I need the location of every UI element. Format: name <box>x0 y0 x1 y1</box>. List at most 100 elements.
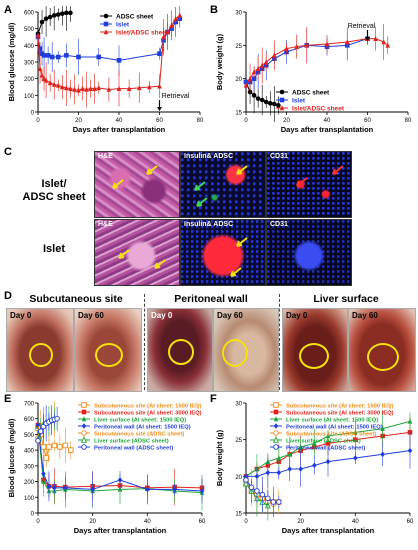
x-tick-label: 60 <box>407 519 414 525</box>
y-tick-label: 0 <box>31 111 35 117</box>
data-point <box>276 455 282 461</box>
data-point <box>380 425 385 431</box>
legend-marker <box>273 423 279 429</box>
divider <box>279 294 280 390</box>
data-point <box>344 39 350 45</box>
stain-label-insulin-adsc: Insulin& ADSC <box>184 153 234 160</box>
x-tick-label: 20 <box>283 118 290 124</box>
data-point <box>51 81 57 87</box>
y-tick-label: 700 <box>24 402 35 408</box>
data-point <box>62 442 69 449</box>
x-tick-label: 60 <box>156 118 163 124</box>
legend-marker <box>273 402 279 408</box>
y-axis-label: Blood glucose (mg/dl) <box>7 418 16 497</box>
x-tick-label: 40 <box>324 118 331 124</box>
x-tick-label: 40 <box>144 519 151 525</box>
data-point <box>276 499 282 505</box>
data-point <box>287 466 293 472</box>
data-point <box>353 455 358 461</box>
y-axis-label: Blood glucose (mg/dl) <box>7 22 16 101</box>
row-label-islet-text: Islet <box>42 243 65 255</box>
y-tick-label: 500 <box>24 433 35 439</box>
data-point <box>298 466 303 472</box>
data-point <box>199 488 205 494</box>
data-point <box>263 59 269 65</box>
chart-a-blood-glucose: 0 20 40 60 80 0 100 200 300 400 500 600 Days after t… <box>7 6 204 134</box>
y-tick-label: 100 <box>24 496 35 502</box>
legend-entry: Islet/ADSC sheet <box>116 30 169 37</box>
data-point <box>43 77 49 83</box>
y-tick-label: 25 <box>235 438 242 444</box>
y-tick-label: 20 <box>235 77 242 83</box>
y-axis-label: Body weight (g) <box>215 33 224 90</box>
data-point <box>64 53 69 58</box>
y-tick-label: 25 <box>235 44 242 50</box>
panel-letter-d: D <box>4 290 12 302</box>
legend-entry: Liver surface (AI sheet: 1500 IEQ) <box>286 418 378 424</box>
site-title-peritoneal: Peritoneal wall <box>174 293 248 305</box>
x-axis-label: Days after transplantation <box>281 125 374 134</box>
legend-marker <box>273 436 279 443</box>
photo-peritoneal-day60: Day 60 <box>213 308 279 392</box>
data-point <box>60 84 65 90</box>
legend-entry: Peritoneal wall (AI sheet: 1500 IEQ) <box>94 425 191 431</box>
data-point <box>268 101 273 106</box>
arrow-icon <box>112 165 158 189</box>
legend-marker <box>279 89 285 95</box>
stain-label-cd31: CD31 <box>270 153 288 160</box>
data-point <box>254 488 260 494</box>
micrograph-insulin-islet: Insulin& ADSC <box>180 219 266 286</box>
legend-marker <box>81 423 87 429</box>
arrow-icon <box>230 237 248 277</box>
x-axis-label: Days after transplantation <box>282 526 375 535</box>
panel-letter-a: A <box>4 4 12 16</box>
arrow-head-icon <box>157 107 162 111</box>
x-tick-label: 40 <box>116 118 123 124</box>
data-point <box>64 10 69 16</box>
data-point <box>47 14 53 20</box>
data-point <box>243 479 249 487</box>
data-point <box>276 103 281 108</box>
data-point <box>248 484 255 491</box>
graft-circle <box>367 343 399 371</box>
data-point <box>169 22 174 28</box>
data-point <box>43 455 49 461</box>
data-point <box>57 444 63 450</box>
data-point <box>353 429 358 435</box>
legend-entry: ADSC sheet <box>292 90 330 97</box>
legend-marker <box>103 21 109 27</box>
series-line <box>245 38 389 86</box>
data-point <box>324 41 330 47</box>
panel-letter-b: B <box>210 4 218 16</box>
data-point <box>165 29 170 35</box>
legend-marker <box>273 409 279 415</box>
legend-entry: ADSC sheet <box>116 14 154 21</box>
data-point <box>284 45 289 51</box>
stain-label-he-2: H&E <box>98 221 113 228</box>
divider <box>144 294 145 390</box>
data-point <box>325 433 331 439</box>
data-point <box>373 35 378 41</box>
data-point <box>177 12 183 18</box>
data-point <box>157 83 162 89</box>
data-point <box>407 447 413 454</box>
data-point <box>126 85 132 91</box>
data-point <box>407 430 413 435</box>
panel-letter-e: E <box>4 393 12 405</box>
y-tick-label: 200 <box>24 77 35 83</box>
stain-label-insulin-adsc-2: Insulin& ADSC <box>184 221 234 228</box>
data-point <box>385 42 391 48</box>
x-axis-label: Days after transplantation <box>73 125 166 134</box>
data-point <box>51 13 57 18</box>
data-point <box>270 499 277 505</box>
data-point <box>68 447 74 453</box>
x-tick-label: 20 <box>75 118 82 124</box>
data-point <box>243 477 249 483</box>
y-tick-label: 30 <box>235 402 242 408</box>
legend-marker <box>81 436 87 443</box>
data-point <box>298 444 303 450</box>
chart-f-plot: 0 20 40 60 15 20 25 30 Days after transplantatio… <box>215 402 414 536</box>
